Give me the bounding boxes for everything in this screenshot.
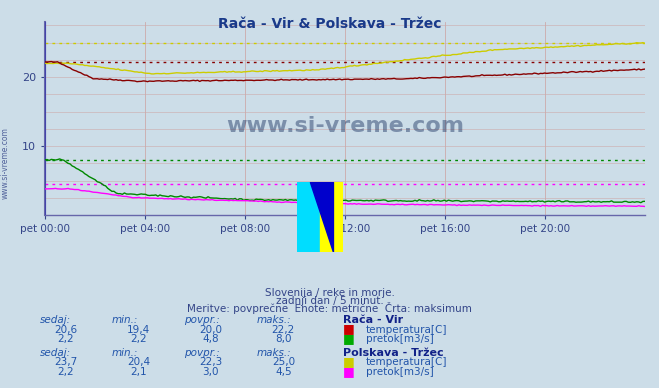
Text: maks.:: maks.: [257, 315, 292, 325]
Text: ■: ■ [343, 355, 355, 369]
Text: Rača - Vir: Rača - Vir [343, 315, 403, 325]
Bar [320, 182, 343, 252]
Text: Meritve: povprečne  Enote: metrične  Črta: maksimum: Meritve: povprečne Enote: metrične Črta:… [187, 303, 472, 314]
Text: 3,0: 3,0 [202, 367, 219, 377]
Text: povpr.:: povpr.: [185, 315, 220, 325]
Text: 20,4: 20,4 [127, 357, 150, 367]
Text: 2,2: 2,2 [130, 334, 147, 344]
Text: min.:: min.: [112, 315, 138, 325]
Text: 23,7: 23,7 [54, 357, 78, 367]
Text: pretok[m3/s]: pretok[m3/s] [366, 367, 434, 377]
Text: 25,0: 25,0 [272, 357, 295, 367]
Text: 2,2: 2,2 [57, 334, 74, 344]
Text: Slovenija / reke in morje.: Slovenija / reke in morje. [264, 288, 395, 298]
Text: min.:: min.: [112, 348, 138, 358]
Text: www.si-vreme.com: www.si-vreme.com [226, 116, 464, 136]
Text: 4,5: 4,5 [275, 367, 292, 377]
Text: temperatura[C]: temperatura[C] [366, 324, 447, 334]
Text: pretok[m3/s]: pretok[m3/s] [366, 334, 434, 344]
Text: 2,2: 2,2 [57, 367, 74, 377]
Text: zadnji dan / 5 minut.: zadnji dan / 5 minut. [275, 296, 384, 306]
Text: 20,0: 20,0 [200, 324, 222, 334]
Text: 22,3: 22,3 [199, 357, 223, 367]
Text: 2,1: 2,1 [130, 367, 147, 377]
Text: temperatura[C]: temperatura[C] [366, 357, 447, 367]
Text: www.si-vreme.com: www.si-vreme.com [1, 127, 10, 199]
Text: ■: ■ [343, 332, 355, 345]
Text: Polskava - Tržec: Polskava - Tržec [343, 348, 444, 358]
Text: maks.:: maks.: [257, 348, 292, 358]
Text: 20,6: 20,6 [54, 324, 78, 334]
Text: sedaj:: sedaj: [40, 315, 71, 325]
Bar [297, 182, 320, 252]
Text: 19,4: 19,4 [127, 324, 150, 334]
Text: ■: ■ [343, 322, 355, 336]
Text: Rača - Vir & Polskava - Tržec: Rača - Vir & Polskava - Tržec [217, 17, 442, 31]
Text: povpr.:: povpr.: [185, 348, 220, 358]
Text: 4,8: 4,8 [202, 334, 219, 344]
Text: 22,2: 22,2 [272, 324, 295, 334]
Text: sedaj:: sedaj: [40, 348, 71, 358]
Text: 8,0: 8,0 [275, 334, 292, 344]
Text: ■: ■ [343, 365, 355, 378]
Polygon shape [310, 182, 333, 252]
